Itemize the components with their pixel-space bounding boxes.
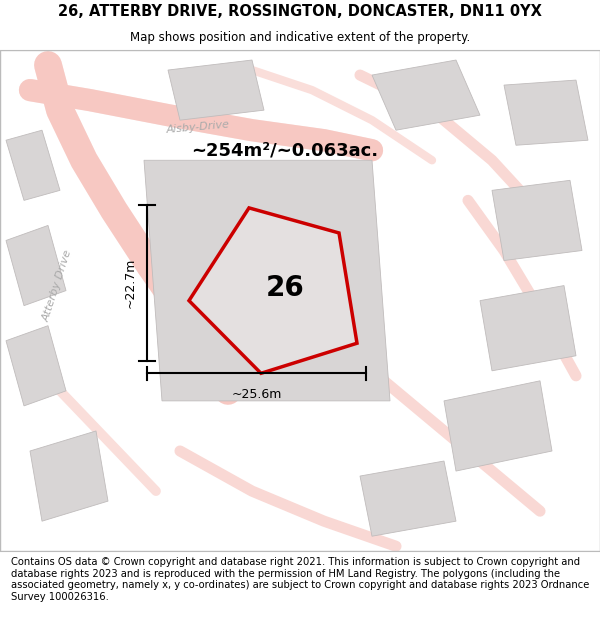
Polygon shape (504, 80, 588, 145)
Polygon shape (360, 461, 456, 536)
Polygon shape (189, 208, 357, 373)
Polygon shape (30, 431, 108, 521)
Text: Map shows position and indicative extent of the property.: Map shows position and indicative extent… (130, 31, 470, 44)
Text: ~254m²/~0.063ac.: ~254m²/~0.063ac. (191, 141, 379, 159)
Text: Aisby-Drive: Aisby-Drive (166, 120, 230, 136)
Polygon shape (6, 130, 60, 201)
Polygon shape (168, 60, 264, 120)
Text: Contains OS data © Crown copyright and database right 2021. This information is : Contains OS data © Crown copyright and d… (11, 557, 589, 602)
Text: 26, ATTERBY DRIVE, ROSSINGTON, DONCASTER, DN11 0YX: 26, ATTERBY DRIVE, ROSSINGTON, DONCASTER… (58, 4, 542, 19)
Text: ~25.6m: ~25.6m (232, 388, 281, 401)
Text: 26: 26 (266, 274, 304, 302)
Text: ~22.7m: ~22.7m (124, 258, 137, 308)
Text: Atterby Drive: Atterby Drive (41, 248, 73, 322)
Polygon shape (6, 226, 66, 306)
Polygon shape (492, 181, 582, 261)
Polygon shape (6, 326, 66, 406)
Polygon shape (480, 286, 576, 371)
Polygon shape (444, 381, 552, 471)
Polygon shape (144, 160, 390, 401)
Polygon shape (372, 60, 480, 130)
